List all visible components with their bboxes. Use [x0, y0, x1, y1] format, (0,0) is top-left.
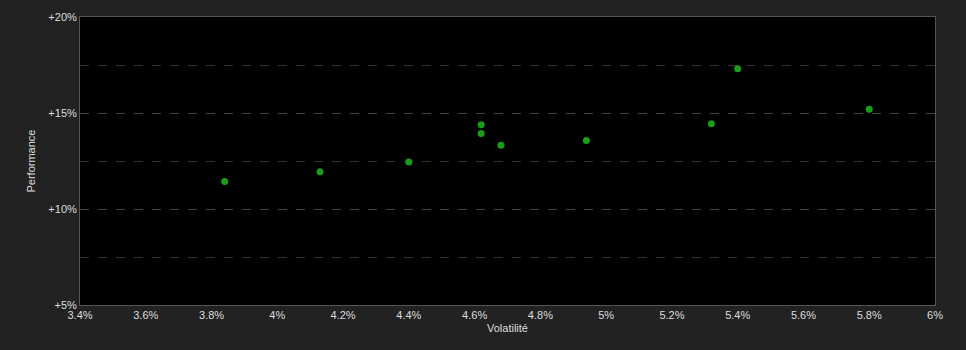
svg-text:+15%: +15%: [48, 107, 77, 119]
svg-text:6%: 6%: [927, 309, 943, 321]
svg-text:5.2%: 5.2%: [659, 309, 684, 321]
svg-text:Performance: Performance: [25, 130, 37, 193]
svg-text:3.4%: 3.4%: [67, 309, 92, 321]
svg-text:4.8%: 4.8%: [528, 309, 553, 321]
svg-text:5%: 5%: [598, 309, 614, 321]
svg-text:4%: 4%: [269, 309, 285, 321]
svg-text:+10%: +10%: [48, 203, 77, 215]
svg-text:4.4%: 4.4%: [396, 309, 421, 321]
svg-text:+5%: +5%: [54, 299, 77, 311]
svg-text:+20%: +20%: [48, 11, 77, 23]
svg-text:4.2%: 4.2%: [331, 309, 356, 321]
svg-text:3.8%: 3.8%: [199, 309, 224, 321]
svg-text:3.6%: 3.6%: [133, 309, 158, 321]
svg-text:5.4%: 5.4%: [725, 309, 750, 321]
svg-text:Volatilité: Volatilité: [487, 322, 528, 334]
svg-text:5.8%: 5.8%: [857, 309, 882, 321]
svg-text:4.6%: 4.6%: [462, 309, 487, 321]
svg-text:5.6%: 5.6%: [791, 309, 816, 321]
